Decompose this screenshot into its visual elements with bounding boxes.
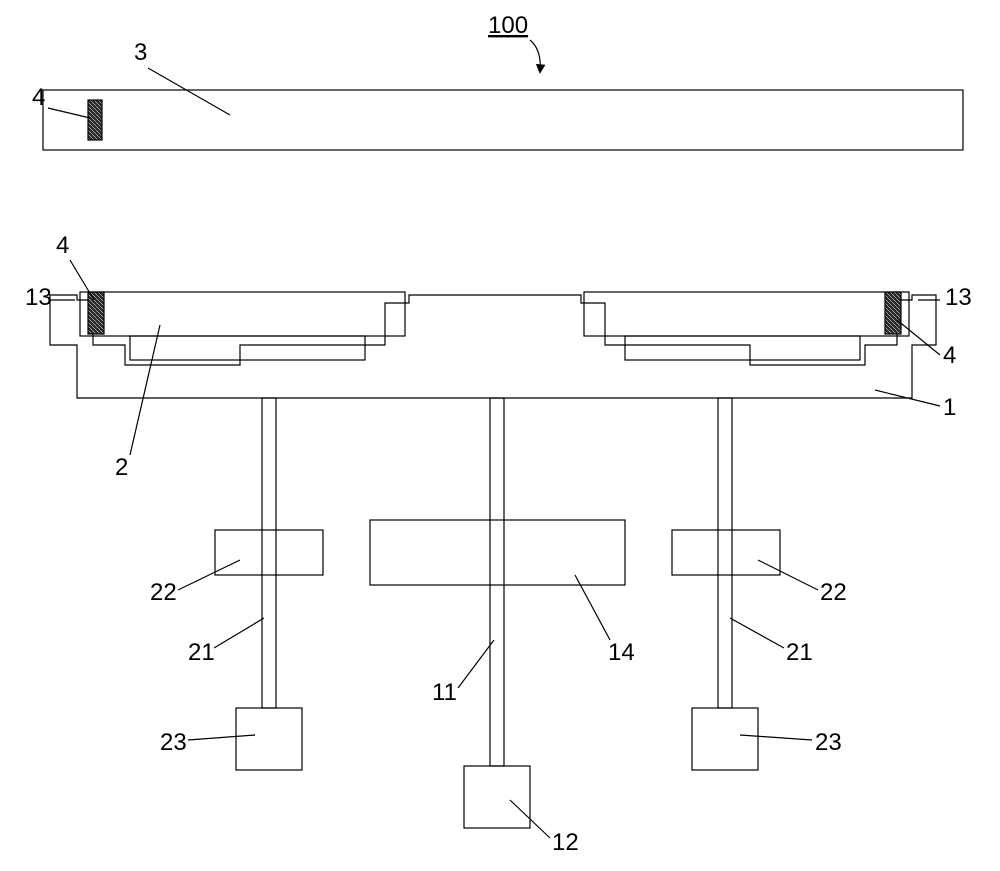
label-13a: 13 bbox=[25, 284, 52, 311]
part-2-left-top bbox=[80, 292, 405, 336]
label-3: 3 bbox=[134, 39, 147, 66]
figure-label: 100 bbox=[488, 12, 528, 39]
label-23b: 23 bbox=[815, 729, 842, 756]
label-13b: 13 bbox=[945, 284, 972, 311]
leader-4c bbox=[897, 320, 940, 355]
label-4c: 4 bbox=[943, 342, 956, 369]
part-2-left-step bbox=[130, 336, 365, 360]
label-22b: 22 bbox=[820, 579, 847, 606]
label-4b: 4 bbox=[56, 232, 69, 259]
leader-21a bbox=[214, 618, 264, 648]
leader-11 bbox=[458, 640, 494, 688]
part-23-left bbox=[236, 708, 302, 770]
figure-arrow bbox=[530, 40, 540, 72]
label-12: 12 bbox=[552, 829, 579, 856]
part-21-left bbox=[262, 398, 276, 708]
part-2-right-top bbox=[584, 292, 909, 336]
part-22-left bbox=[215, 530, 323, 575]
part-11 bbox=[490, 398, 504, 766]
label-21a: 21 bbox=[188, 639, 215, 666]
part-4-mid-left bbox=[88, 292, 104, 334]
leader-23a bbox=[188, 735, 255, 740]
part-3-bar bbox=[43, 90, 963, 150]
label-14: 14 bbox=[608, 639, 635, 666]
part-4-mid-right bbox=[885, 292, 901, 334]
label-2: 2 bbox=[115, 454, 128, 481]
part-14 bbox=[370, 520, 625, 585]
leader-23b bbox=[740, 735, 812, 740]
part-23-right bbox=[692, 708, 758, 770]
label-4-top: 4 bbox=[32, 84, 45, 111]
part-1-base bbox=[50, 295, 936, 398]
leader-4b bbox=[70, 260, 94, 300]
part-4-top bbox=[88, 100, 102, 140]
label-11: 11 bbox=[432, 679, 457, 706]
part-2-right-step bbox=[625, 336, 860, 360]
label-23a: 23 bbox=[160, 729, 187, 756]
part-21-right bbox=[718, 398, 732, 708]
leader-2 bbox=[130, 325, 160, 455]
leader-4-top bbox=[48, 108, 90, 118]
part-22-right bbox=[672, 530, 780, 575]
label-1: 1 bbox=[943, 394, 956, 421]
label-21b: 21 bbox=[786, 639, 813, 666]
leader-3 bbox=[148, 68, 230, 115]
part-12 bbox=[464, 766, 530, 828]
diagram-canvas: 100 3 4 4 13 13 4 1 2 bbox=[0, 0, 1000, 871]
leader-21b bbox=[730, 618, 784, 648]
label-22a: 22 bbox=[150, 579, 177, 606]
